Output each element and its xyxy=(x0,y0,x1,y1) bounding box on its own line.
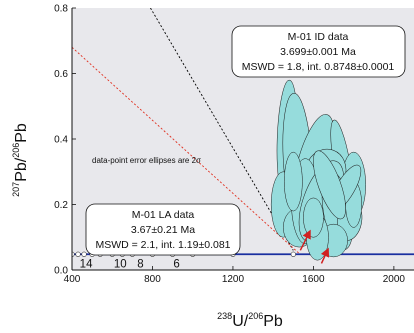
x-tick-label-1: 800 xyxy=(144,274,161,285)
y-tick-label-2: 0.4 xyxy=(54,135,68,146)
la-data-box-frame xyxy=(85,203,241,256)
error-ellipse-16 xyxy=(313,150,346,220)
x-axis-label: 238U/206Pb xyxy=(217,311,283,330)
la-data-age: 3.67±0.21 Ma xyxy=(131,224,195,236)
x-tick-label-3: 1600 xyxy=(302,274,325,285)
regression-line-0 xyxy=(150,8,294,251)
concordia-age-marker-0 xyxy=(72,251,75,257)
id-data-mswd: MSWD = 1.8, int. 0.8748±0.0001 xyxy=(242,61,395,73)
concordia-age-marker-12 xyxy=(290,251,296,257)
concordia-age-label-1: 10 xyxy=(114,258,127,270)
la-data-mswd: MSWD = 2.1, int. 1.19±0.081 xyxy=(95,239,230,251)
concordia-age-marker-2 xyxy=(81,251,87,257)
y-tick-label-1: 0.2 xyxy=(54,200,68,211)
id-data-age: 3.699±0.001 Ma xyxy=(280,46,356,58)
id-data-title: M-01 ID data xyxy=(288,31,349,43)
x-tick-label-2: 1200 xyxy=(222,274,245,285)
error-ellipse-annotation: data-point error ellipses are 2σ xyxy=(92,156,201,165)
la-data-box: M-01 LA data 3.67±0.21 Ma MSWD = 2.1, in… xyxy=(85,203,241,256)
regression-line-1 xyxy=(72,46,300,254)
red-arrow-1 xyxy=(320,247,330,264)
x-tick-label-4: 2000 xyxy=(383,274,406,285)
la-data-title: M-01 LA data xyxy=(132,209,195,221)
concordia-age-label-3: 6 xyxy=(173,258,179,270)
id-data-box-frame xyxy=(231,25,406,78)
y-tick-label-4: 0.8 xyxy=(54,4,68,15)
concordia-age-label-0: 14 xyxy=(80,258,93,270)
concordia-age-marker-1 xyxy=(75,251,81,257)
error-ellipse-18 xyxy=(283,151,303,212)
x-tick-label-0: 400 xyxy=(64,274,81,285)
id-data-box: M-01 ID data 3.699±0.001 Ma MSWD = 1.8, … xyxy=(231,25,406,78)
red-arrow-0 xyxy=(299,229,311,251)
y-tick-label-0: 0.0 xyxy=(54,266,68,277)
error-ellipse-17 xyxy=(303,197,324,238)
y-tick-label-3: 0.6 xyxy=(54,69,68,80)
concordia-age-label-2: 8 xyxy=(137,258,143,270)
y-axis-label: 207Pb/206Pb xyxy=(11,123,30,197)
